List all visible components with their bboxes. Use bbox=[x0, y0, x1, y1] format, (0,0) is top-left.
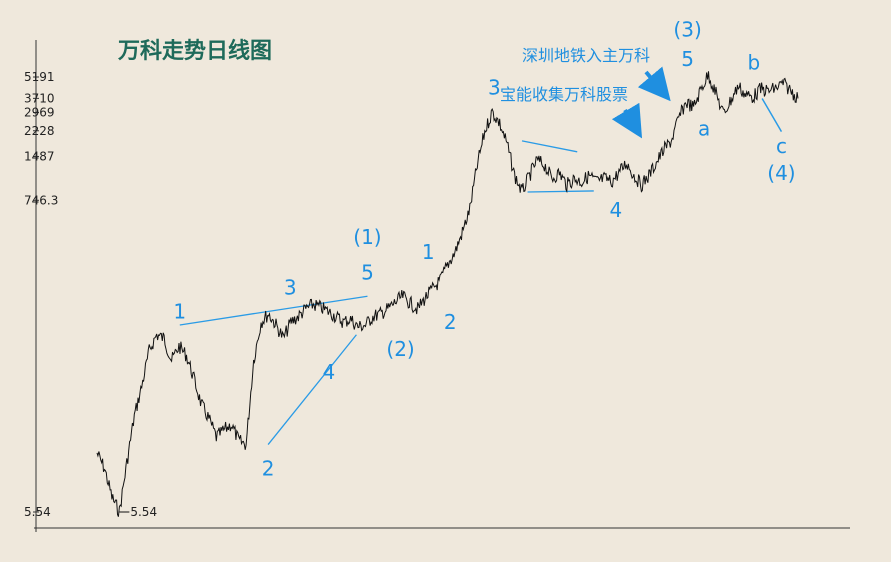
wave-label: 2 bbox=[262, 456, 275, 480]
wave-label: a bbox=[698, 117, 710, 141]
trendline bbox=[267, 334, 357, 445]
wave-label: 5 bbox=[681, 47, 694, 71]
wave-label: 1 bbox=[173, 299, 186, 323]
trendlines bbox=[179, 140, 594, 445]
annotation-label: 深圳地铁入主万科 bbox=[522, 46, 650, 65]
trendline bbox=[527, 190, 594, 193]
price-series: 5.54 bbox=[96, 71, 799, 519]
chart-title: 万科走势日线图 bbox=[117, 38, 272, 64]
wave-labels: 1 2 3 4 5 (1) (2) 1 2 3 4 5 (3) a b c (4) bbox=[173, 17, 795, 480]
wave-label: 4 bbox=[322, 360, 335, 384]
wave-label: (1) bbox=[353, 225, 381, 249]
y-tick-label: 5191 bbox=[24, 70, 55, 84]
low-marker-label: 5.54 bbox=[130, 505, 157, 519]
wave-label: c bbox=[776, 134, 787, 158]
wave-label: 4 bbox=[609, 198, 622, 222]
y-tick-label: 5.54 bbox=[24, 505, 51, 519]
annotation-arrow bbox=[611, 102, 643, 139]
axes bbox=[34, 40, 850, 532]
trendline bbox=[521, 140, 578, 153]
wave-label: 3 bbox=[284, 275, 297, 299]
wave-label: 5 bbox=[361, 260, 374, 284]
wave-label: (4) bbox=[767, 161, 795, 185]
wave-label: b bbox=[747, 51, 760, 75]
y-tick-label: 746.3 bbox=[24, 193, 58, 207]
y-tick-label: 2969 bbox=[24, 106, 55, 120]
price-line bbox=[96, 71, 799, 517]
annotation-label: 宝能收集万科股票 bbox=[500, 85, 628, 104]
wave-label: (3) bbox=[673, 17, 701, 41]
y-tick-label: 1487 bbox=[24, 149, 55, 163]
trendline bbox=[179, 295, 368, 326]
wave-label: 3 bbox=[488, 76, 501, 100]
annotation-arrow bbox=[637, 66, 671, 102]
wave-c-line bbox=[761, 98, 783, 132]
wave-label: (2) bbox=[386, 337, 414, 361]
wave-label: 2 bbox=[444, 310, 457, 334]
y-tick-label: 3710 bbox=[24, 91, 55, 105]
y-tick-label: 2228 bbox=[24, 124, 55, 138]
wave-label: 1 bbox=[422, 240, 435, 264]
